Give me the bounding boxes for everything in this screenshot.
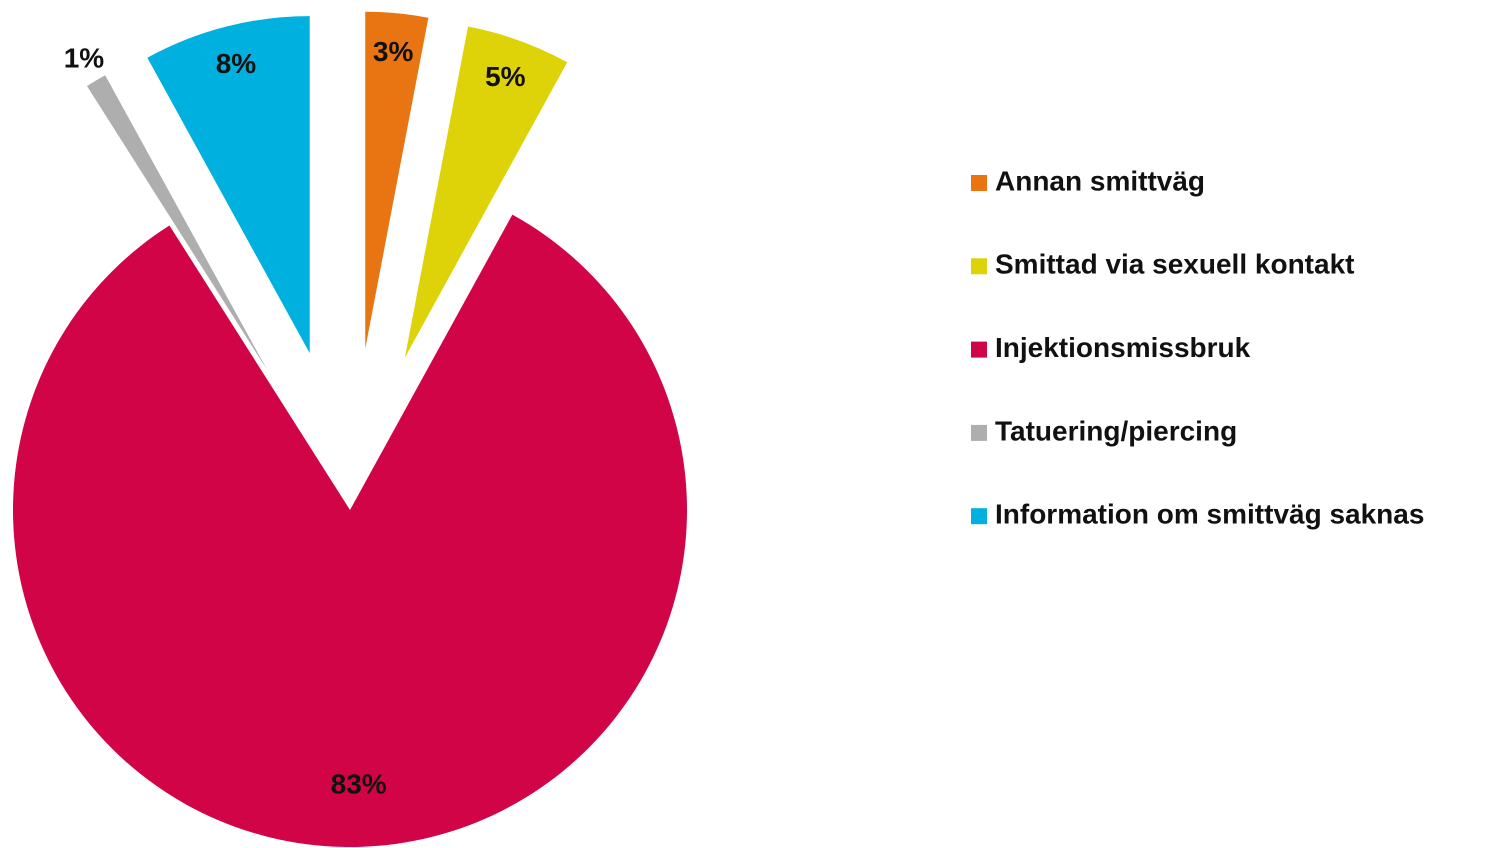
legend-label: Injektionsmissbruk xyxy=(995,332,1251,363)
legend-label: Tatuering/piercing xyxy=(995,415,1237,446)
data-label: 5% xyxy=(485,61,526,92)
legend-label: Information om smittväg saknas xyxy=(995,499,1424,530)
legend-swatch xyxy=(971,424,987,441)
pie-slice xyxy=(404,26,568,358)
pie-slice xyxy=(86,75,268,371)
pie-slice xyxy=(12,214,687,847)
legend-swatch xyxy=(971,175,987,191)
pie-slice xyxy=(147,16,310,354)
data-label: 8% xyxy=(216,48,257,79)
data-label: 83% xyxy=(331,769,387,800)
legend-swatch xyxy=(971,258,987,275)
legend-label: Annan smittväg xyxy=(995,165,1205,196)
data-label: 1% xyxy=(64,43,105,74)
data-label: 3% xyxy=(373,36,414,67)
legend-swatch xyxy=(971,508,987,525)
legend-label: Smittad via sexuell kontakt xyxy=(995,249,1354,280)
legend-swatch xyxy=(971,341,987,358)
pie-slice xyxy=(365,11,429,349)
